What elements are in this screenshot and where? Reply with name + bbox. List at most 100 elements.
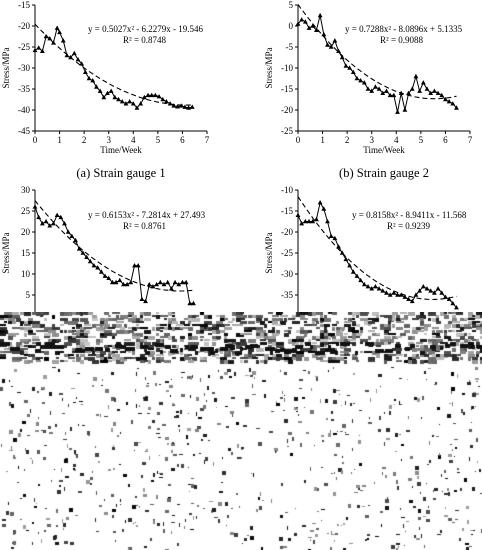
chart-caption: (a) Strain gauge 1: [76, 166, 165, 180]
data-point: [135, 263, 141, 268]
data-point: [361, 80, 367, 85]
data-point: [68, 54, 74, 60]
data-point: [156, 93, 162, 99]
y-tick-label: -20: [281, 227, 293, 237]
x-tick-label: 4: [131, 135, 136, 145]
y-tick-label: -15: [281, 206, 293, 216]
data-point: [387, 292, 393, 297]
data-point: [101, 94, 107, 100]
data-point: [384, 290, 389, 295]
y-tick-label: -30: [281, 269, 293, 279]
x-axis-label: Time/Week: [363, 145, 405, 155]
data-point: [413, 73, 419, 79]
series-line: [34, 206, 194, 304]
x-tick-label: 2: [82, 135, 87, 145]
data-point: [376, 286, 382, 291]
data-point: [64, 52, 70, 58]
data-point: [95, 265, 101, 270]
data-point: [420, 80, 426, 85]
data-point: [84, 254, 89, 259]
x-tick-label: 1: [320, 135, 325, 145]
data-point: [121, 281, 126, 287]
chart-2: 50-5-10-15-20-250 1 2 3 4 5 6 7Time/WeekStress/…: [264, 0, 473, 180]
data-point: [178, 103, 184, 108]
data-point: [380, 90, 386, 95]
data-point: [180, 279, 185, 285]
y-tick-label: -35: [18, 84, 30, 94]
data-point: [417, 288, 423, 293]
trend-line: [34, 200, 194, 292]
x-tick-label: 0: [33, 135, 38, 145]
fit-equation: y = 0.7288x² - 8.0896x + 5.1335: [345, 24, 463, 34]
data-point: [295, 21, 301, 26]
data-point: [435, 90, 441, 95]
data-point: [146, 281, 152, 287]
x-tick-label: 7: [468, 135, 473, 145]
data-point: [369, 88, 375, 93]
data-point: [373, 284, 378, 289]
data-point: [117, 277, 123, 283]
data-point: [343, 256, 349, 262]
data-point: [191, 300, 196, 306]
data-point: [325, 218, 330, 224]
y-tick-label: 5: [289, 0, 294, 10]
y-tick-label: -15: [18, 0, 30, 10]
y-tick-label: 15: [21, 248, 31, 258]
y-tick-label: 30: [21, 185, 31, 195]
data-point: [325, 42, 330, 47]
data-point: [409, 86, 415, 91]
x-tick-label: 0: [296, 135, 301, 145]
data-point: [130, 101, 136, 106]
x-axis-label: Time/Week: [100, 145, 142, 155]
y-tick-label: 0: [289, 21, 294, 31]
data-point: [332, 235, 338, 241]
data-point: [336, 244, 341, 249]
data-point: [154, 281, 160, 287]
r-squared: R² = 0.8761: [123, 221, 166, 231]
y-tick-label: -15: [281, 84, 293, 94]
data-point: [97, 88, 103, 93]
data-point: [321, 31, 327, 37]
data-point: [138, 101, 144, 106]
x-tick-label: 1: [57, 135, 62, 145]
data-point: [54, 212, 60, 217]
data-point: [123, 101, 129, 106]
y-tick-label: -35: [281, 290, 293, 300]
data-point: [141, 94, 147, 100]
data-point: [36, 214, 42, 220]
data-point: [106, 275, 112, 280]
data-point: [358, 78, 364, 83]
data-point: [43, 33, 49, 39]
data-point: [428, 288, 434, 293]
data-point: [90, 78, 96, 83]
data-point: [39, 48, 45, 53]
data-point: [424, 286, 430, 291]
data-point: [431, 290, 437, 295]
trend-line: [297, 4, 457, 100]
data-point: [32, 47, 38, 53]
data-point: [354, 75, 360, 81]
data-point: [161, 281, 167, 287]
data-point: [132, 263, 137, 268]
y-tick-label: -25: [281, 126, 293, 136]
data-point: [439, 92, 445, 98]
data-point: [406, 90, 411, 95]
corrupted-image-region: [0, 312, 482, 550]
data-point: [75, 57, 81, 62]
data-point: [124, 281, 130, 287]
data-point: [350, 69, 356, 74]
data-point: [186, 105, 191, 110]
x-tick-label: 2: [345, 135, 350, 145]
r-squared: R² = 0.9088: [380, 35, 424, 45]
series-line: [34, 26, 193, 109]
data-point: [119, 99, 125, 104]
data-point: [428, 90, 434, 95]
data-point: [54, 25, 60, 30]
data-point: [36, 45, 42, 50]
data-point: [160, 96, 166, 102]
data-point: [102, 273, 108, 278]
data-point: [314, 27, 319, 32]
